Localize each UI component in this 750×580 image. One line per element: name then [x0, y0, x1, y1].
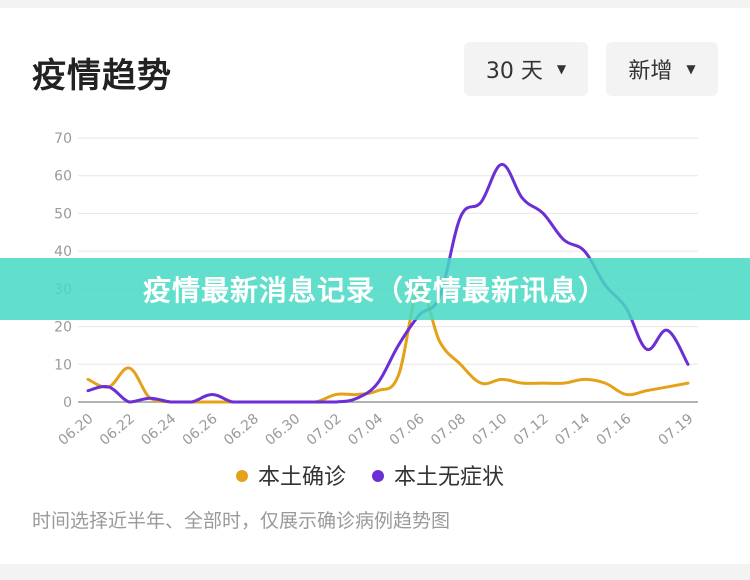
x-tick-label: 07.02 [304, 411, 345, 449]
legend-label-asymptomatic: 本土无症状 [394, 465, 504, 490]
time-range-label: 30 天 [485, 59, 543, 84]
footnote: 时间选择近半年、全部时，仅展示确诊病例趋势图 [32, 510, 451, 532]
caret-down-icon: ▼ [686, 62, 696, 76]
y-tick-label: 0 [63, 395, 72, 411]
y-tick-label: 40 [54, 244, 72, 260]
time-range-dropdown[interactable]: 30 天 ▼ [464, 42, 588, 96]
x-tick-label: 07.10 [469, 411, 510, 449]
series-line-asymptomatic [86, 162, 690, 404]
x-tick-label: 07.19 [656, 411, 697, 449]
x-tick-label: 07.08 [428, 411, 469, 449]
x-tick-label: 07.12 [511, 411, 552, 449]
x-tick-label: 06.24 [138, 411, 179, 449]
x-tick-label: 06.30 [262, 411, 303, 449]
legend-label-local-confirmed: 本土确诊 [258, 465, 346, 490]
y-tick-label: 70 [54, 131, 72, 147]
headline-banner: 疫情最新消息记录（疫情最新讯息） [0, 258, 750, 320]
x-tick-label: 07.14 [552, 411, 593, 449]
caret-down-icon: ▼ [556, 62, 567, 76]
x-tick-label: 06.22 [97, 411, 138, 449]
x-tick-label: 06.28 [221, 411, 262, 449]
legend-marker-asymptomatic [372, 470, 384, 482]
x-tick-label: 07.04 [345, 411, 386, 449]
x-tick-label: 06.20 [56, 411, 97, 449]
page-title: 疫情趋势 [32, 56, 172, 96]
x-tick-label: 06.26 [180, 411, 221, 449]
metric-dropdown[interactable]: 新增 ▼ [606, 42, 718, 96]
y-tick-label: 20 [54, 320, 72, 336]
y-tick-label: 50 [54, 206, 72, 222]
x-tick-label: 07.16 [594, 411, 635, 449]
headline-text: 疫情最新消息记录（疫情最新讯息） [142, 274, 607, 307]
y-tick-label: 10 [54, 357, 72, 373]
legend-marker-local-confirmed [236, 470, 248, 482]
x-tick-label: 07.06 [387, 411, 428, 449]
metric-label: 新增 [628, 59, 673, 84]
y-tick-label: 60 [54, 169, 72, 185]
